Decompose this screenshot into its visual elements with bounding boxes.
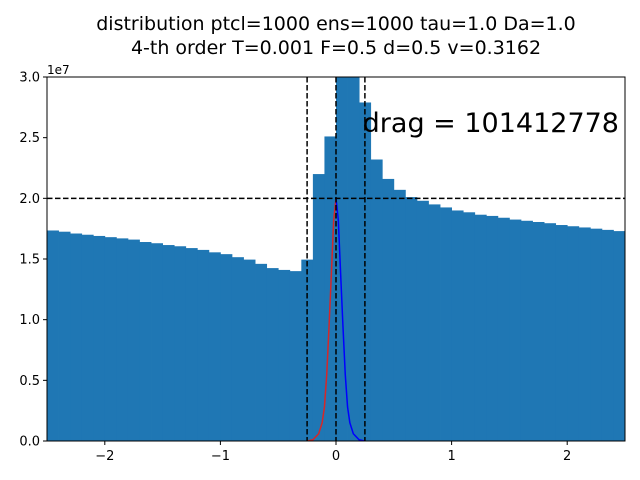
histogram-bar bbox=[255, 263, 268, 441]
density-curves bbox=[306, 198, 366, 441]
y-tick-label: 3.0 bbox=[19, 71, 40, 86]
x-tick-label: −2 bbox=[95, 449, 114, 464]
x-tick-label: 1 bbox=[447, 449, 455, 464]
drag-annotation: drag = 101412778 bbox=[363, 108, 619, 139]
y-tick-label: 0.0 bbox=[19, 435, 40, 450]
y-tick-label: 2.5 bbox=[19, 131, 40, 146]
histogram-bar bbox=[520, 220, 533, 441]
histogram-bars bbox=[47, 77, 625, 441]
histogram-bar bbox=[70, 233, 83, 441]
histogram-bar bbox=[578, 227, 591, 441]
histogram-bar bbox=[497, 217, 510, 441]
y-tick-label: 1.0 bbox=[19, 313, 40, 328]
histogram-bar bbox=[208, 252, 221, 441]
histogram-bar bbox=[243, 259, 256, 441]
histogram-bar bbox=[139, 242, 152, 441]
histogram-bar bbox=[347, 77, 360, 441]
y-axis-ticks: 0.0 0.5 1.0 1.5 2.0 2.5 3.0 bbox=[19, 71, 47, 450]
histogram-bar bbox=[405, 197, 418, 441]
y-tick-label: 2.0 bbox=[19, 192, 40, 207]
histogram-bar bbox=[474, 214, 487, 441]
histogram-bar bbox=[544, 223, 557, 441]
histogram-bar bbox=[532, 221, 545, 441]
histogram-bar bbox=[47, 230, 59, 441]
x-axis-ticks: −2 −1 0 1 2 bbox=[95, 441, 571, 464]
histogram-bar bbox=[393, 189, 406, 441]
histogram-bar bbox=[151, 243, 163, 441]
x-tick-label: −1 bbox=[211, 449, 230, 464]
histogram-bar bbox=[162, 245, 175, 441]
histogram-bar bbox=[601, 229, 614, 441]
histogram-bar bbox=[567, 226, 580, 441]
histogram-bar bbox=[197, 249, 210, 441]
histogram-bar bbox=[486, 215, 499, 441]
histogram-bar bbox=[231, 257, 244, 441]
histogram-bar bbox=[382, 178, 395, 441]
histogram-bar bbox=[590, 228, 603, 441]
histogram-bar bbox=[451, 210, 464, 441]
histogram-bar bbox=[509, 219, 522, 441]
histogram-bar bbox=[104, 237, 117, 441]
histogram-bar bbox=[116, 238, 129, 441]
histogram-bar bbox=[289, 271, 302, 441]
histogram-bar bbox=[266, 268, 279, 441]
histogram-bar bbox=[613, 231, 625, 441]
histogram-bar bbox=[58, 231, 71, 441]
x-tick-label: 0 bbox=[332, 449, 340, 464]
chart-title-line2: 4-th order T=0.001 F=0.5 d=0.5 v=0.3162 bbox=[131, 37, 541, 59]
x-tick-label: 2 bbox=[563, 449, 571, 464]
chart-title-line1: distribution ptcl=1000 ens=1000 tau=1.0 … bbox=[96, 13, 576, 35]
histogram-bar bbox=[370, 159, 383, 441]
histogram-bar bbox=[440, 207, 452, 441]
density-curve bbox=[306, 198, 337, 441]
histogram-bar bbox=[81, 234, 94, 441]
histogram-bar bbox=[416, 200, 429, 441]
y-tick-label: 0.5 bbox=[19, 374, 40, 389]
histogram-bar bbox=[555, 225, 568, 441]
histogram-bar bbox=[185, 248, 198, 441]
histogram-bar bbox=[336, 77, 348, 441]
histogram-bar bbox=[463, 212, 476, 441]
histogram-bar bbox=[93, 235, 106, 441]
histogram-bar bbox=[312, 174, 325, 441]
y-tick-label: 1.5 bbox=[19, 253, 40, 268]
histogram-bar bbox=[428, 204, 441, 441]
reference-lines bbox=[47, 77, 625, 441]
histogram-bar bbox=[220, 254, 233, 441]
density-curve bbox=[335, 198, 366, 441]
y-axis-offset-label: 1e7 bbox=[47, 63, 70, 77]
histogram-bar bbox=[127, 239, 140, 441]
histogram-bar bbox=[278, 269, 291, 441]
histogram-bar bbox=[174, 246, 187, 441]
